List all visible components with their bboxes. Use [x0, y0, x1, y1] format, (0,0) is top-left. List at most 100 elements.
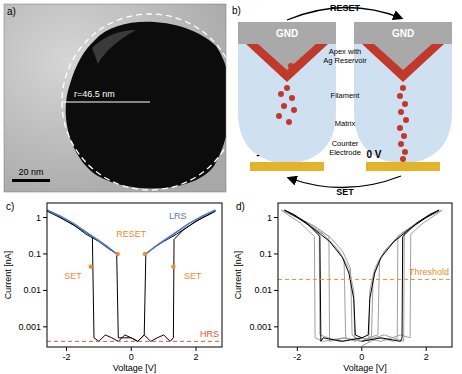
silver-atom — [400, 85, 406, 91]
x-tick-label: -2 — [293, 352, 301, 362]
y-tick-label: 0.001 — [18, 322, 41, 332]
panel-label: d) — [236, 201, 245, 212]
matrix-region — [238, 44, 336, 164]
x-axis-label: Voltage [V] — [343, 363, 387, 373]
set-arrow — [289, 176, 401, 188]
plot-frame — [47, 203, 222, 347]
plot-area — [47, 210, 222, 341]
silver-atom — [397, 93, 403, 99]
ground-label: GND — [276, 28, 298, 39]
silver-atom — [278, 91, 284, 97]
series-label: Threshold — [409, 267, 449, 277]
panel-label: a) — [7, 6, 16, 17]
apex-label: Apex with — [329, 47, 362, 56]
tem-shade — [92, 30, 136, 64]
radius-line — [62, 101, 150, 102]
silver-atom — [281, 103, 287, 109]
x-tick — [196, 347, 197, 351]
chart: -2 0 2 0.001 0.01 0.1 1 LRS HRS RESET SET SET c) Volt… — [3, 201, 222, 373]
apex-core — [374, 44, 432, 70]
silver-atom — [291, 107, 297, 113]
counter-electrode — [250, 162, 324, 171]
series-label: LRS — [169, 211, 187, 221]
ground-label: GND — [392, 28, 414, 39]
y-tick-label: 0.001 — [249, 322, 272, 332]
y-tick-label: 0.1 — [28, 249, 41, 259]
background — [0, 0, 462, 374]
silver-atom — [401, 133, 407, 139]
series-line — [47, 211, 216, 341]
x-tick-label: 2 — [194, 352, 199, 362]
series-line — [278, 279, 452, 280]
annotation: SET — [64, 271, 82, 281]
silver-atom — [402, 101, 408, 107]
matrix-region — [354, 44, 452, 164]
annotation-marker — [143, 252, 147, 256]
silver-atom — [289, 95, 295, 101]
x-tick-label: 2 — [424, 352, 429, 362]
y-tick-label: 0.01 — [254, 285, 272, 295]
y-tick — [274, 290, 278, 291]
ground-electrode — [354, 22, 452, 44]
y-tick — [43, 290, 47, 291]
voltage-label: 0 V — [366, 149, 381, 160]
y-axis-label: Current [nA] — [3, 251, 13, 300]
set-label: SET — [336, 187, 354, 197]
x-tick — [66, 347, 67, 351]
scale-bar — [12, 179, 50, 182]
device: GND - — [238, 22, 336, 171]
silver-atom — [286, 119, 292, 125]
x-tick-label: 0 — [129, 352, 134, 362]
annotation-marker — [171, 264, 175, 268]
device: GND 0 V — [354, 22, 452, 171]
reset-label: RESET — [330, 3, 361, 13]
silver-atom — [284, 85, 290, 91]
tem-image — [4, 4, 226, 192]
annotation-marker — [115, 252, 119, 256]
y-tick — [274, 217, 278, 218]
figure: r=46.5 nm 20 nm a) GND - GND 0 V RESET SET Apex w… — [0, 0, 462, 374]
panel-label: b) — [232, 5, 241, 16]
radius-circle — [62, 14, 226, 190]
y-tick-label: 1 — [36, 213, 41, 223]
voltage-label: - — [256, 149, 259, 160]
apex-label: Ag Reservoir — [323, 56, 367, 65]
silver-atom — [397, 125, 403, 131]
x-tick — [131, 347, 132, 351]
y-tick-label: 0.1 — [259, 249, 272, 259]
plot-frame — [278, 203, 452, 347]
series-label: HRS — [200, 329, 219, 339]
image-frame — [4, 4, 226, 192]
series-line — [47, 341, 222, 342]
ground-electrode — [238, 22, 336, 44]
radius-label: r=46.5 nm — [74, 89, 115, 99]
schematic: GND - GND 0 V RESET SET Apex withAg Reservoir F… — [232, 3, 452, 197]
silver-atom — [398, 141, 404, 147]
scale-bar-label: 20 nm — [18, 167, 43, 177]
filament-label: Filament — [331, 91, 361, 100]
y-tick-label: 1 — [267, 213, 272, 223]
apex-cone — [362, 44, 444, 82]
annotation-marker — [89, 264, 93, 268]
x-tick-label: -2 — [62, 352, 70, 362]
apex-core — [258, 44, 316, 70]
series-line — [284, 211, 439, 346]
counter-electrode — [366, 162, 440, 171]
y-axis-label: Current [nA] — [233, 251, 243, 300]
x-tick — [426, 347, 427, 351]
panel-label: c) — [6, 201, 14, 212]
y-tick — [43, 326, 47, 327]
y-tick-label: 0.01 — [23, 285, 41, 295]
y-tick — [274, 253, 278, 254]
series-line — [47, 210, 216, 254]
x-axis-label: Voltage [V] — [113, 363, 157, 373]
annotation: SET — [184, 271, 202, 281]
electrode-label: Electrode — [329, 148, 361, 157]
plot-area — [278, 210, 452, 346]
chart: -2020.0010.010.11Thresholdd)Voltage [V]C… — [233, 201, 452, 373]
apex-cone — [246, 44, 328, 82]
silver-atom — [400, 156, 406, 162]
silver-atom — [276, 113, 282, 119]
annotation: RESET — [116, 229, 147, 239]
silver-atom — [280, 69, 286, 75]
